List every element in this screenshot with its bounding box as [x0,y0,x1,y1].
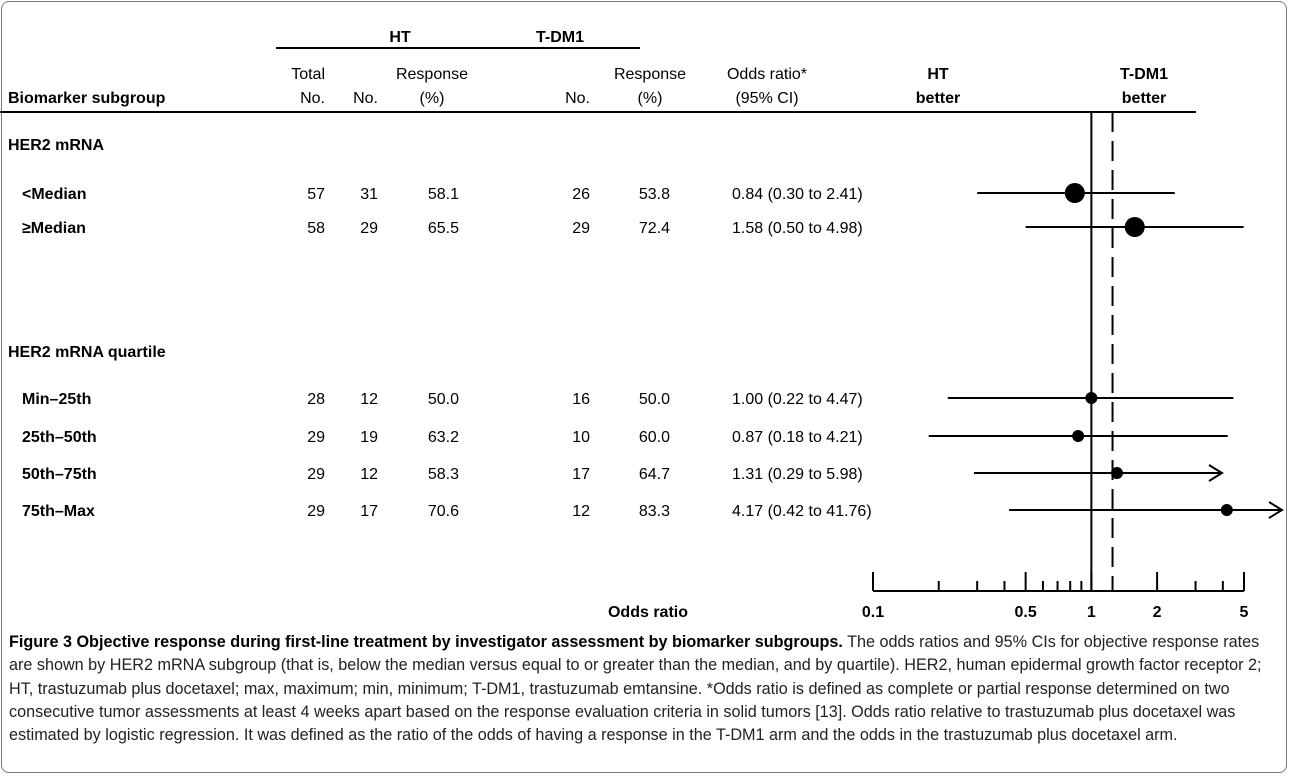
legend-tdm1-better-line1: T-DM1 [1120,66,1168,83]
legend-tdm1-better-line2: better [1122,90,1166,107]
row-odds-ratio-ci: 4.17 (0.42 to 41.76) [732,503,872,520]
row-odds-ratio-ci: 0.87 (0.18 to 4.21) [732,429,863,446]
x-tick-label: 1 [1087,604,1096,621]
row-label: <Median [22,186,86,203]
row-ht-response: 58.3 [428,466,459,483]
row-tdm1-no: 16 [572,391,590,408]
row-tdm1-response: 53.8 [639,186,670,203]
row-label: Min–25th [22,391,91,408]
row-ht-no: 17 [360,503,378,520]
ht-group-label: HT [389,29,411,46]
figure-caption: Figure 3 Objective response during first… [9,631,1277,747]
row-total: 28 [307,391,325,408]
row-tdm1-no: 26 [572,186,590,203]
header-ht-response-line2: (%) [420,90,445,107]
header-total-line1: Total [291,66,325,83]
row-label: 50th–75th [22,466,97,483]
ci-arrow-head [1268,501,1284,519]
point-estimate-marker [1220,504,1233,516]
legend-ht-better-line2: better [916,90,960,107]
point-estimate-marker [1072,430,1085,442]
row-ht-no: 12 [360,391,378,408]
row-tdm1-response: 50.0 [639,391,670,408]
row-label: 75th–Max [22,503,95,520]
x-tick-label: 0.5 [1015,604,1037,621]
caption-title: Figure 3 Objective response during first… [9,633,843,651]
row-tdm1-no: 12 [572,503,590,520]
caption-body: The odds ratios and 95% CIs for objectiv… [9,633,1262,745]
x-axis-label: Odds ratio [608,604,688,621]
header-tdm1-response-line1: Response [614,66,686,83]
row-label: ≥Median [22,220,86,237]
group-label: HER2 mRNA [8,137,104,154]
header-biomarker-subgroup: Biomarker subgroup [8,90,166,107]
row-tdm1-response: 60.0 [639,429,670,446]
row-total: 29 [307,429,325,446]
legend-ht-better-line1: HT [927,66,949,83]
row-total: 57 [307,186,325,203]
row-ht-response: 58.1 [428,186,459,203]
header-tdm1-response-line2: (%) [638,90,663,107]
header-ht-response-line1: Response [396,66,468,83]
row-ht-response: 63.2 [428,429,459,446]
row-ht-response: 50.0 [428,391,459,408]
row-odds-ratio-ci: 1.00 (0.22 to 4.47) [732,391,863,408]
header-ht-no: No. [353,90,378,107]
header-tdm1-no: No. [565,90,590,107]
row-odds-ratio-ci: 0.84 (0.30 to 2.41) [732,186,863,203]
row-odds-ratio-ci: 1.58 (0.50 to 4.98) [732,220,863,237]
row-tdm1-no: 10 [572,429,590,446]
row-total: 29 [307,466,325,483]
row-ht-no: 31 [360,186,378,203]
header-total-line2: No. [300,90,325,107]
x-tick-label: 2 [1153,604,1162,621]
row-ht-response: 70.6 [428,503,459,520]
ci-arrow-head [1208,464,1224,482]
row-total: 58 [307,220,325,237]
point-estimate-marker [1085,392,1098,404]
row-tdm1-no: 29 [572,220,590,237]
row-ht-no: 12 [360,466,378,483]
forest-plot-figure: HT T-DM1 Biomarker subgroup Total No. No. Resp… [0,29,1284,621]
row-ht-no: 29 [360,220,378,237]
row-tdm1-no: 17 [572,466,590,483]
point-estimate-marker [1064,183,1085,203]
row-odds-ratio-ci: 1.31 (0.29 to 5.98) [732,466,863,483]
x-tick-label: 5 [1240,604,1249,621]
header-odds-ratio-line1: Odds ratio* [727,66,807,83]
row-ht-response: 65.5 [428,220,459,237]
row-tdm1-response: 83.3 [639,503,670,520]
x-tick-label: 0.1 [862,604,884,621]
point-estimate-marker [1124,217,1145,237]
row-tdm1-response: 64.7 [639,466,670,483]
row-ht-no: 19 [360,429,378,446]
row-tdm1-response: 72.4 [639,220,670,237]
header-odds-ratio-line2: (95% CI) [735,90,798,107]
group-label: HER2 mRNA quartile [8,344,166,361]
point-estimate-marker [1110,467,1123,479]
row-label: 25th–50th [22,429,97,446]
row-total: 29 [307,503,325,520]
tdm1-group-label: T-DM1 [536,29,584,46]
